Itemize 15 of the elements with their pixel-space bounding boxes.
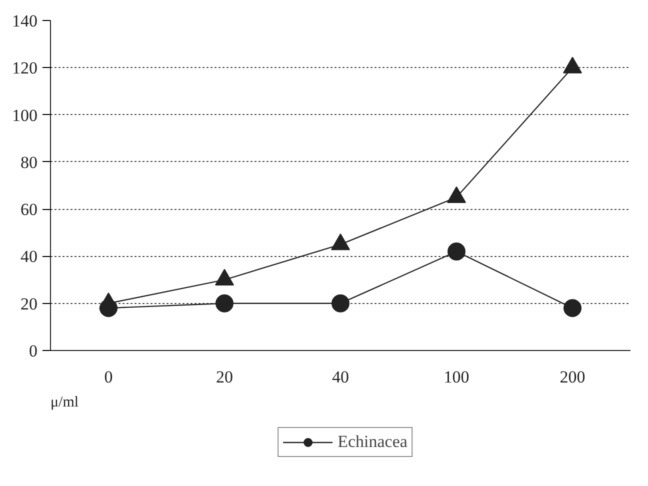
y-tick-label: 140 xyxy=(12,12,38,30)
x-tick-label: 0 xyxy=(104,368,113,386)
y-tick-label: 0 xyxy=(29,342,38,360)
y-tick-label: 80 xyxy=(20,152,38,172)
y-tick-label: 100 xyxy=(12,106,38,125)
x-axis-title: μ/ml xyxy=(50,394,79,410)
x-tick-label: 100 xyxy=(444,368,470,386)
x-tick-label: 20 xyxy=(216,368,233,386)
y-tick-label: 40 xyxy=(20,247,38,266)
y-tick-label: 120 xyxy=(12,58,38,78)
legend-label: Echinacea xyxy=(338,432,408,452)
x-tick-label: 200 xyxy=(560,368,586,386)
y-tick-label: 60 xyxy=(20,200,38,220)
y-tick-label: 20 xyxy=(20,294,38,314)
x-tick-label: 40 xyxy=(332,368,349,386)
